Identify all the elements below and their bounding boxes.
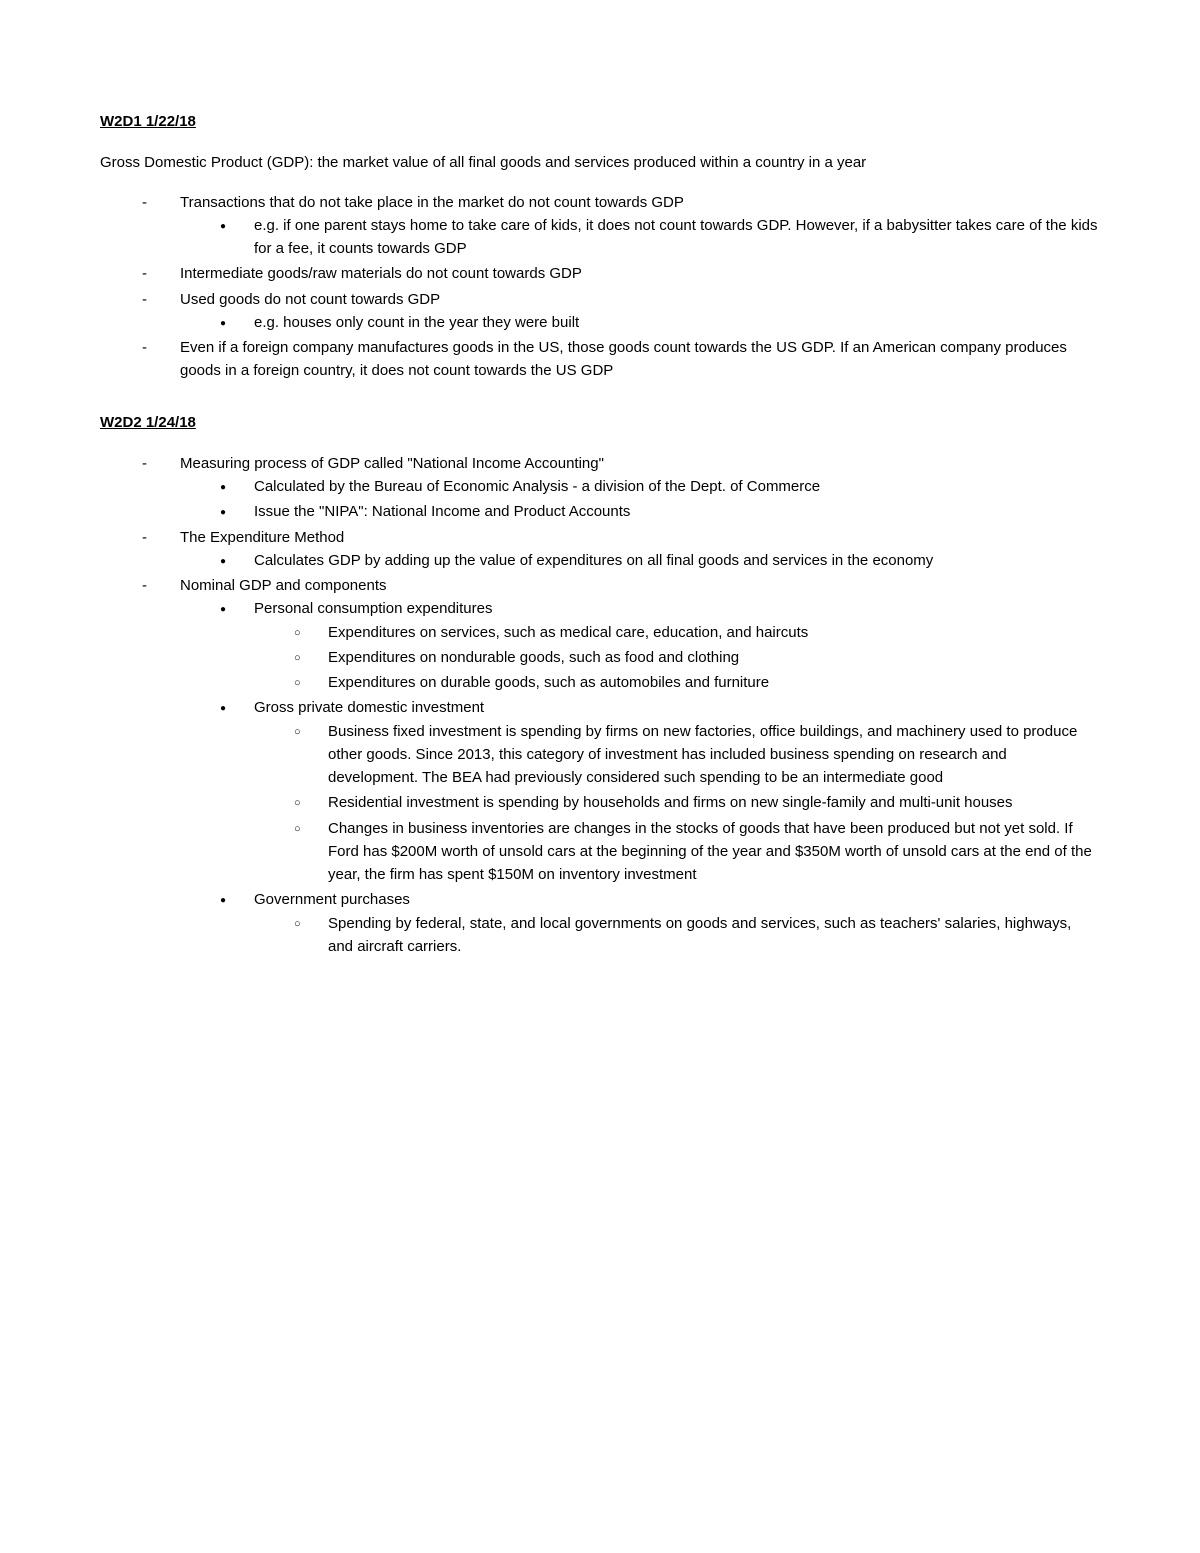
- list-item: Transactions that do not take place in t…: [142, 191, 1100, 261]
- list-item: Calculated by the Bureau of Economic Ana…: [220, 475, 1100, 498]
- sub-sublist: Spending by federal, state, and local go…: [254, 912, 1100, 959]
- sublist: Calculates GDP by adding up the value of…: [180, 549, 1100, 572]
- list-item: Gross private domestic investment Busine…: [220, 696, 1100, 886]
- list-item-text: Used goods do not count towards GDP: [180, 291, 440, 308]
- list-item-text: Personal consumption expenditures: [254, 600, 492, 617]
- list-item: Changes in business inventories are chan…: [294, 817, 1100, 887]
- sub-sublist: Business fixed investment is spending by…: [254, 720, 1100, 887]
- list-item: Even if a foreign company manufactures g…: [142, 336, 1100, 383]
- list-item-text: Transactions that do not take place in t…: [180, 194, 684, 211]
- list-item-text: Nominal GDP and components: [180, 577, 387, 594]
- section-heading-2: W2D2 1/24/18: [100, 411, 1100, 434]
- list-item: Personal consumption expenditures Expend…: [220, 597, 1100, 694]
- list-item-text: Gross private domestic investment: [254, 699, 484, 716]
- list-item: Issue the "NIPA": National Income and Pr…: [220, 500, 1100, 523]
- list-item-text: The Expenditure Method: [180, 529, 344, 546]
- list-item: Spending by federal, state, and local go…: [294, 912, 1100, 959]
- list-item-text: Measuring process of GDP called "Nationa…: [180, 455, 604, 472]
- list-item: Government purchases Spending by federal…: [220, 888, 1100, 958]
- list-item: e.g. houses only count in the year they …: [220, 311, 1100, 334]
- section-heading-1: W2D1 1/22/18: [100, 110, 1100, 133]
- list-item: Calculates GDP by adding up the value of…: [220, 549, 1100, 572]
- list-item: Business fixed investment is spending by…: [294, 720, 1100, 790]
- sublist: Calculated by the Bureau of Economic Ana…: [180, 475, 1100, 524]
- sublist: e.g. if one parent stays home to take ca…: [180, 214, 1100, 261]
- list-item: Expenditures on nondurable goods, such a…: [294, 646, 1100, 669]
- list-item: e.g. if one parent stays home to take ca…: [220, 214, 1100, 261]
- sub-sublist: Expenditures on services, such as medica…: [254, 621, 1100, 695]
- intro-paragraph: Gross Domestic Product (GDP): the market…: [100, 151, 1100, 174]
- document-page: W2D1 1/22/18 Gross Domestic Product (GDP…: [100, 110, 1100, 958]
- list-item: Expenditures on durable goods, such as a…: [294, 671, 1100, 694]
- sublist: Personal consumption expenditures Expend…: [180, 597, 1100, 958]
- list-item: Measuring process of GDP called "Nationa…: [142, 452, 1100, 524]
- list-item: Nominal GDP and components Personal cons…: [142, 574, 1100, 958]
- list-item: Expenditures on services, such as medica…: [294, 621, 1100, 644]
- sublist: e.g. houses only count in the year they …: [180, 311, 1100, 334]
- list-item: The Expenditure Method Calculates GDP by…: [142, 526, 1100, 573]
- section2-list: Measuring process of GDP called "Nationa…: [100, 452, 1100, 958]
- list-item: Residential investment is spending by ho…: [294, 791, 1100, 814]
- section1-list: Transactions that do not take place in t…: [100, 191, 1100, 383]
- list-item: Used goods do not count towards GDP e.g.…: [142, 288, 1100, 335]
- list-item-text: Government purchases: [254, 891, 410, 908]
- list-item: Intermediate goods/raw materials do not …: [142, 262, 1100, 285]
